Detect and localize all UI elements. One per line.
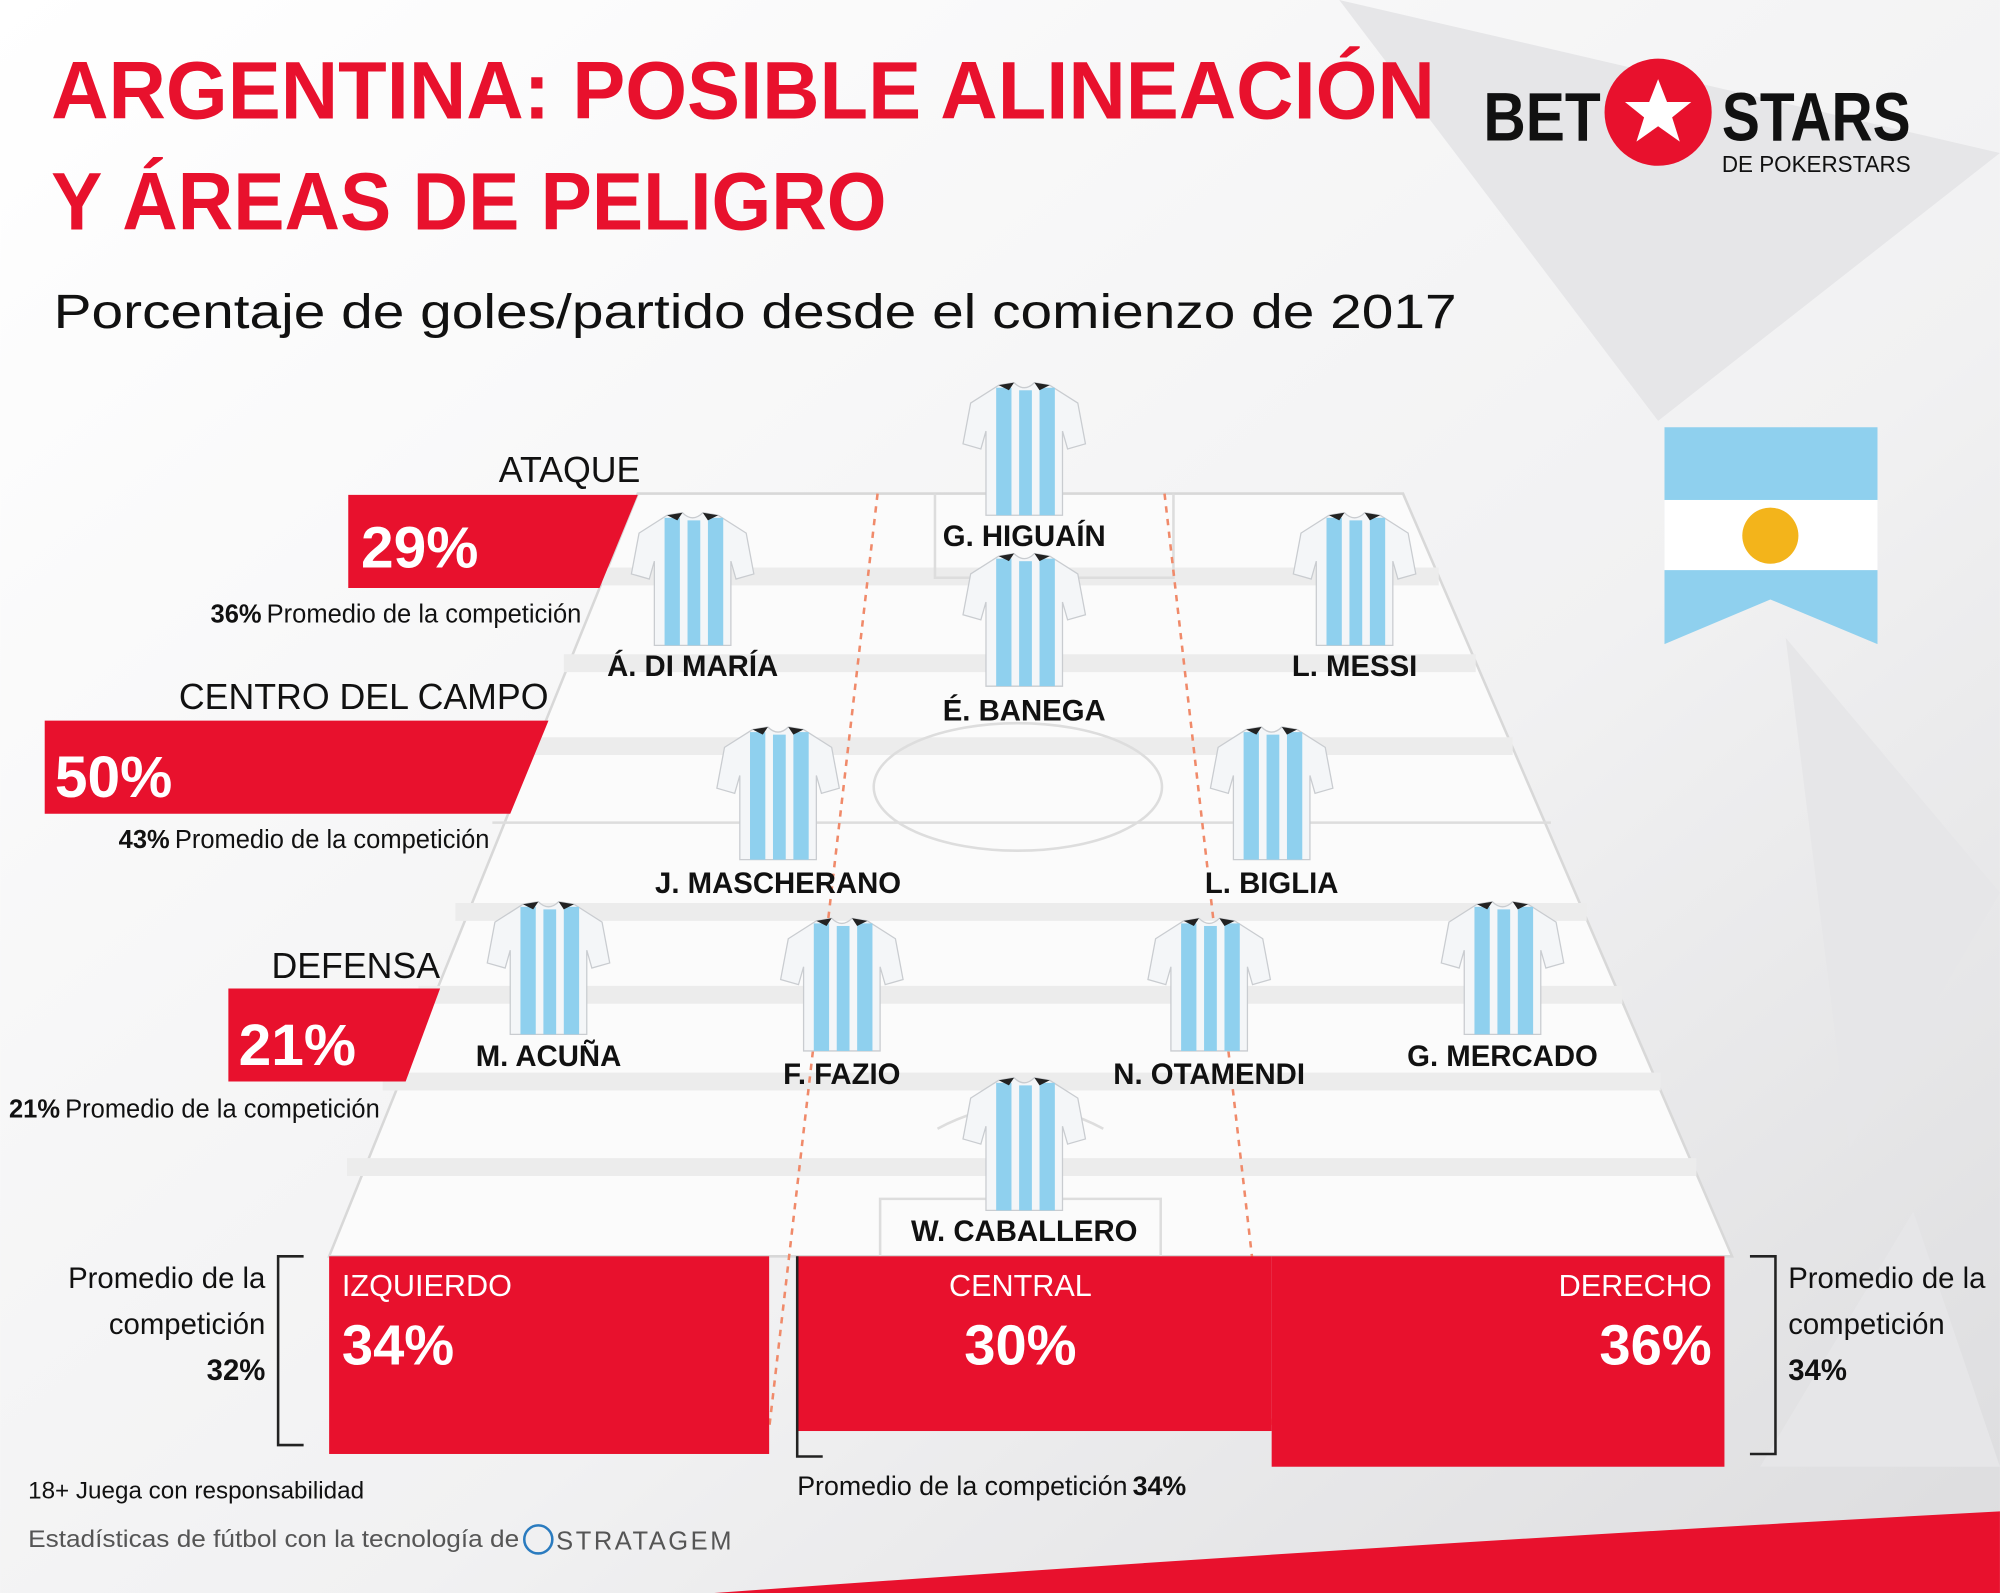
zone-average-value: 21% <box>9 1095 60 1123</box>
channel-average-text: Promedio de la competición <box>797 1471 1127 1501</box>
flag <box>1664 427 1878 645</box>
title-line-2: Y ÁREAS DE PELIGRO <box>51 157 886 248</box>
channel-value: 34% <box>342 1314 454 1377</box>
channel-label: CENTRAL <box>949 1269 1092 1303</box>
zone-average: 43% Promedio de la competición <box>119 826 490 854</box>
logo-sub: DE POKERSTARS <box>1722 151 1911 177</box>
zone-average: 36% Promedio de la competición <box>211 600 582 628</box>
player-name: F. FAZIO <box>783 1058 900 1091</box>
zone-average-value: 43% <box>119 826 170 854</box>
stratagem-brand: STRATAGEM <box>556 1528 734 1556</box>
player-name: Á. DI MARÍA <box>607 649 778 683</box>
channel-average-line: competición <box>109 1308 266 1341</box>
logo-star <box>1624 79 1692 142</box>
channel-bar <box>797 1256 1272 1432</box>
player-name: W. CABALLERO <box>911 1215 1137 1248</box>
subtitle: Porcentaje de goles/partido desde el com… <box>54 285 1457 339</box>
zone-average-value: 36% <box>211 600 262 628</box>
zone-value: 29% <box>361 516 478 581</box>
player-name: N. OTAMENDI <box>1113 1058 1305 1091</box>
channel-average-line: Promedio de la <box>68 1262 266 1295</box>
zone-value: 21% <box>239 1013 356 1078</box>
player-name: J. MASCHERANO <box>655 867 901 900</box>
player-name: É. BANEGA <box>943 694 1106 728</box>
channel-average-value: 32% <box>207 1354 266 1387</box>
zone-label: CENTRO DEL CAMPO <box>179 677 549 717</box>
zone-label: ATAQUE <box>499 450 641 490</box>
player-name: L. BIGLIA <box>1205 867 1339 900</box>
channel-bar <box>1271 1256 1725 1467</box>
player-name: M. ACUÑA <box>476 1039 622 1073</box>
brackets <box>276 1255 1777 1458</box>
responsible-gaming: 18+ Juega con responsabilidad <box>28 1478 364 1505</box>
logo-bet: BET <box>1483 78 1600 155</box>
zone-label: DEFENSA <box>271 946 440 986</box>
zone-bar <box>44 720 549 814</box>
zone-value: 50% <box>55 745 172 810</box>
zone-average-text: Promedio de la competición <box>267 600 582 628</box>
channel-average-value: 34% <box>1133 1471 1187 1501</box>
player-name: G. HIGUAÍN <box>943 519 1106 553</box>
channel-average: Promedio de la competición 34% <box>797 1471 1186 1501</box>
zone-average: 21% Promedio de la competición <box>9 1095 380 1123</box>
logo-stars: STARS <box>1722 78 1911 155</box>
zone-bar <box>228 988 441 1082</box>
background-shapes <box>1339 0 2000 1467</box>
zone-average-text: Promedio de la competición <box>175 826 490 854</box>
channel-value: 36% <box>1599 1314 1711 1377</box>
channel-value: 30% <box>964 1314 1076 1377</box>
footer-swoosh <box>714 1511 2000 1593</box>
channel-label: IZQUIERDO <box>342 1269 512 1303</box>
player-name: G. MERCADO <box>1407 1040 1598 1073</box>
player-name: L. MESSI <box>1292 650 1417 683</box>
channel-bar <box>329 1256 770 1454</box>
stratagem-icon <box>522 1524 554 1555</box>
tech-credit: Estadísticas de fútbol con la tecnología… <box>28 1526 519 1553</box>
channel-label: DERECHO <box>1559 1269 1712 1303</box>
zone-bar <box>348 494 638 588</box>
channel-average-line: Promedio de la <box>1788 1262 1986 1295</box>
channel-average-value: 34% <box>1788 1354 1847 1387</box>
logo: BET STARS DE POKERSTARS <box>1483 58 1911 177</box>
channel-average-line: competición <box>1788 1308 1945 1341</box>
title-line-1: ARGENTINA: POSIBLE ALINEACIÓN <box>51 46 1435 137</box>
zone-average-text: Promedio de la competición <box>65 1095 380 1123</box>
